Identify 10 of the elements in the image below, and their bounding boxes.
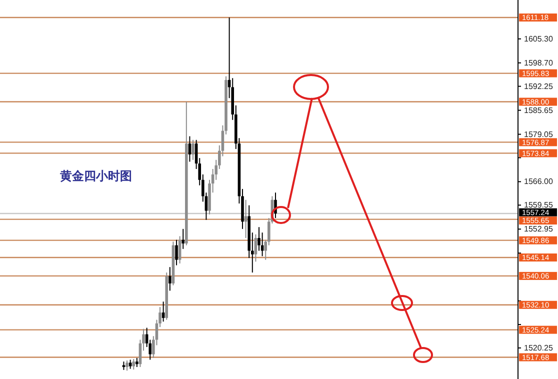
y-tick-label: 1598.70	[524, 58, 554, 68]
y-tick-label: 1520.25	[524, 343, 554, 352]
y-tick-label: 1579.05	[524, 130, 554, 139]
y-tick-label: 1585.65	[524, 106, 554, 115]
y-tick-label: 1559.55	[524, 200, 554, 210]
y-tick-label: 1552.95	[524, 224, 554, 234]
y-tick-label: 1592.25	[524, 82, 554, 91]
y-tick-label: 1605.30	[524, 34, 554, 44]
annotation: 黄金四小时图	[59, 169, 132, 183]
y-tick-label: 1566.00	[524, 177, 554, 186]
